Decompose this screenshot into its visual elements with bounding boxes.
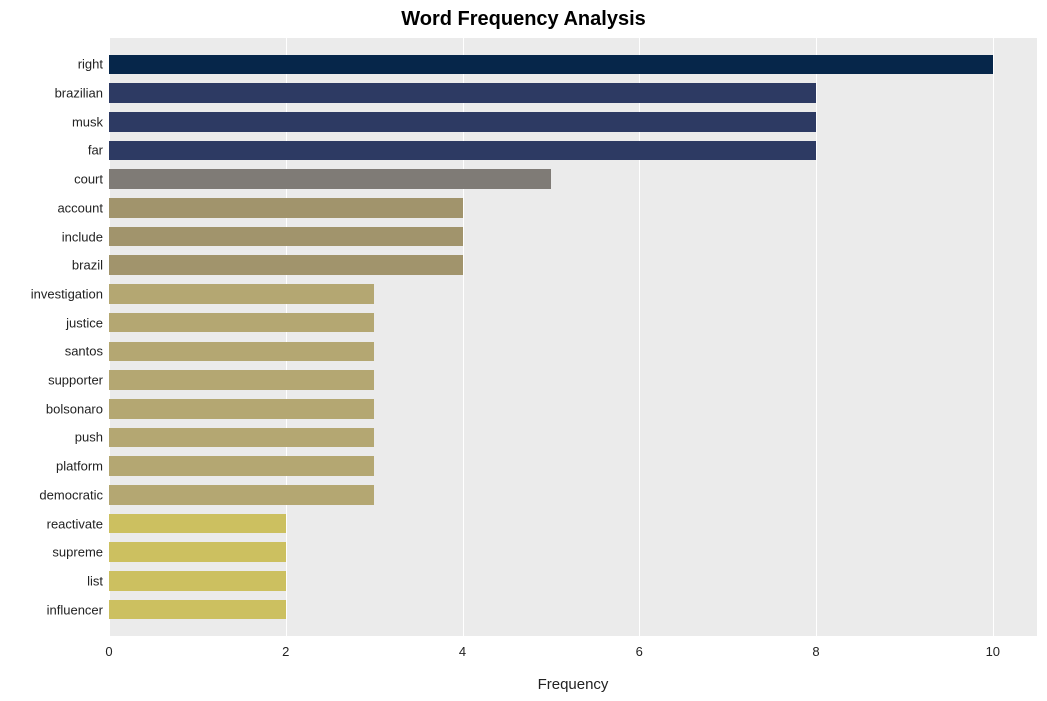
bar xyxy=(109,227,463,247)
y-tick-label: far xyxy=(0,143,103,158)
y-tick-label: bolsonaro xyxy=(0,401,103,416)
bar xyxy=(109,83,816,103)
bar xyxy=(109,313,374,333)
y-tick-label: right xyxy=(0,57,103,72)
x-tick-label: 0 xyxy=(105,644,112,659)
y-tick-label: influencer xyxy=(0,602,103,617)
bar xyxy=(109,284,374,304)
grid-line xyxy=(816,38,817,636)
bar xyxy=(109,255,463,275)
y-tick-label: brazil xyxy=(0,258,103,273)
y-tick-label: santos xyxy=(0,344,103,359)
x-axis-label: Frequency xyxy=(538,676,609,693)
x-tick-label: 2 xyxy=(282,644,289,659)
plot-area xyxy=(109,38,1037,636)
bar xyxy=(109,428,374,448)
chart-title: Word Frequency Analysis xyxy=(0,8,1047,31)
bar xyxy=(109,55,993,75)
bar xyxy=(109,600,286,620)
x-tick-label: 10 xyxy=(986,644,1000,659)
y-tick-label: democratic xyxy=(0,487,103,502)
bar xyxy=(109,198,463,218)
y-tick-label: include xyxy=(0,229,103,244)
x-tick-label: 6 xyxy=(636,644,643,659)
bar xyxy=(109,514,286,534)
y-tick-label: supreme xyxy=(0,545,103,560)
bar xyxy=(109,399,374,419)
bar xyxy=(109,169,551,189)
y-tick-label: investigation xyxy=(0,286,103,301)
bar xyxy=(109,342,374,362)
y-tick-label: justice xyxy=(0,315,103,330)
y-tick-label: account xyxy=(0,200,103,215)
bar xyxy=(109,141,816,161)
bar xyxy=(109,370,374,390)
y-tick-label: court xyxy=(0,172,103,187)
x-tick-label: 8 xyxy=(812,644,819,659)
y-tick-label: musk xyxy=(0,114,103,129)
bar xyxy=(109,571,286,591)
x-tick-label: 4 xyxy=(459,644,466,659)
y-tick-label: list xyxy=(0,573,103,588)
bar xyxy=(109,456,374,476)
y-tick-label: reactivate xyxy=(0,516,103,531)
y-tick-label: platform xyxy=(0,459,103,474)
chart-container: Word Frequency Analysis right brazilian mu… xyxy=(0,0,1047,701)
bar xyxy=(109,485,374,505)
bar xyxy=(109,542,286,562)
y-tick-label: brazilian xyxy=(0,86,103,101)
bar xyxy=(109,112,816,132)
grid-line xyxy=(993,38,994,636)
y-tick-label: push xyxy=(0,430,103,445)
y-tick-label: supporter xyxy=(0,373,103,388)
